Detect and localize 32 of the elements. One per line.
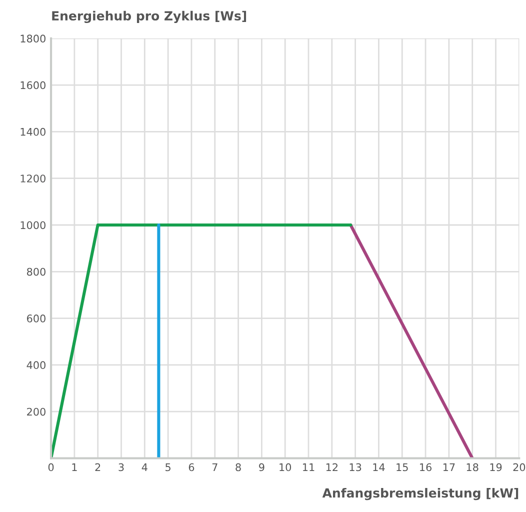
x-tick-label: 17 [443, 463, 455, 472]
x-tick-label: 20 [513, 463, 526, 472]
x-tick-label: 6 [188, 463, 194, 472]
x-tick-label: 16 [420, 463, 432, 472]
y-tick-label: 1000 [20, 221, 46, 230]
x-tick-label: 15 [396, 463, 408, 472]
x-tick-label: 0 [48, 463, 54, 472]
x-axis-title: Anfangsbremsleistung [kW] [322, 488, 518, 500]
x-tick-label: 4 [142, 463, 148, 472]
y-tick-label: 1800 [20, 34, 46, 43]
y-tick-label: 600 [27, 314, 46, 322]
x-tick-label: 8 [236, 463, 241, 472]
y-tick-label: 1600 [20, 81, 46, 90]
y-tick-label: 1200 [20, 174, 46, 182]
x-tick-label: 18 [466, 463, 478, 472]
x-tick-label: 5 [166, 463, 170, 472]
x-tick-label: 3 [118, 463, 124, 472]
x-tick-label: 2 [95, 463, 100, 472]
x-tick-label: 1 [72, 463, 77, 472]
y-tick-label: 1400 [20, 128, 46, 136]
x-tick-label: 12 [326, 463, 338, 472]
x-tick-label: 9 [259, 463, 264, 472]
x-tick-label: 10 [280, 463, 292, 472]
y-axis-title: Energiehub pro Zyklus [Ws] [52, 10, 246, 24]
y-tick-label: 400 [26, 361, 46, 370]
x-tick-label: 14 [373, 463, 385, 472]
x-tick-label: 7 [212, 463, 218, 472]
y-tick-label: 800 [26, 268, 46, 276]
x-tick-label: 11 [303, 463, 314, 472]
y-tick-label: 200 [27, 408, 46, 416]
x-tick-label: 13 [350, 463, 362, 472]
x-tick-label: 19 [490, 463, 502, 472]
